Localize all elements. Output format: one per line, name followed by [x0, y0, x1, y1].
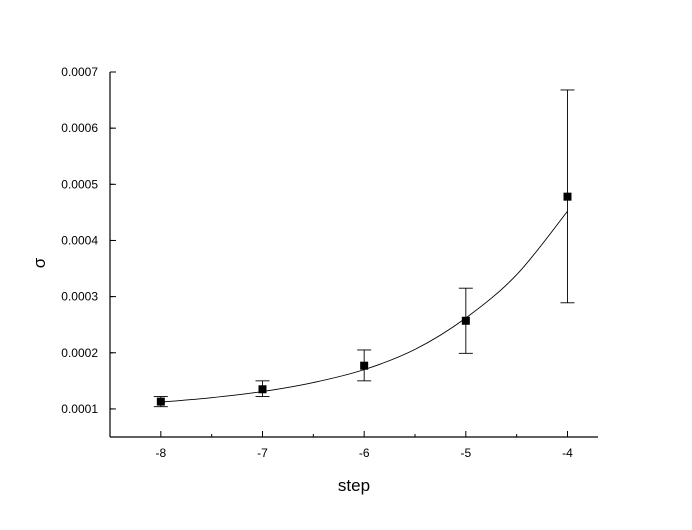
y-tick-label: 0.0006: [61, 121, 98, 135]
x-axis-label: step: [338, 476, 370, 495]
data-point: [258, 385, 267, 394]
x-tick-label: -7: [257, 446, 268, 460]
data-point: [461, 316, 470, 325]
x-tick-label: -5: [460, 446, 471, 460]
y-axis-label: σ: [30, 257, 49, 268]
y-tick-label: 0.0001: [61, 402, 98, 416]
error-bars: [153, 89, 575, 408]
x-tick-label: -8: [155, 446, 166, 460]
data-markers: [156, 192, 572, 406]
x-tick-label: -6: [359, 446, 370, 460]
y-tick-label: 0.0004: [61, 233, 98, 247]
data-point: [360, 361, 369, 370]
y-tick-label: 0.0002: [61, 346, 98, 360]
y-tick-label: 0.0003: [61, 290, 98, 304]
data-point: [563, 192, 572, 201]
data-point: [156, 397, 165, 406]
x-tick-label: -4: [562, 446, 573, 460]
axes: -8 -7 -6 -5 -4 0.0001 0.0002 0.0003 0.0004 0.0005…: [61, 65, 598, 460]
y-tick-label: 0.0007: [61, 65, 98, 79]
y-tick-label: 0.0005: [61, 177, 98, 191]
